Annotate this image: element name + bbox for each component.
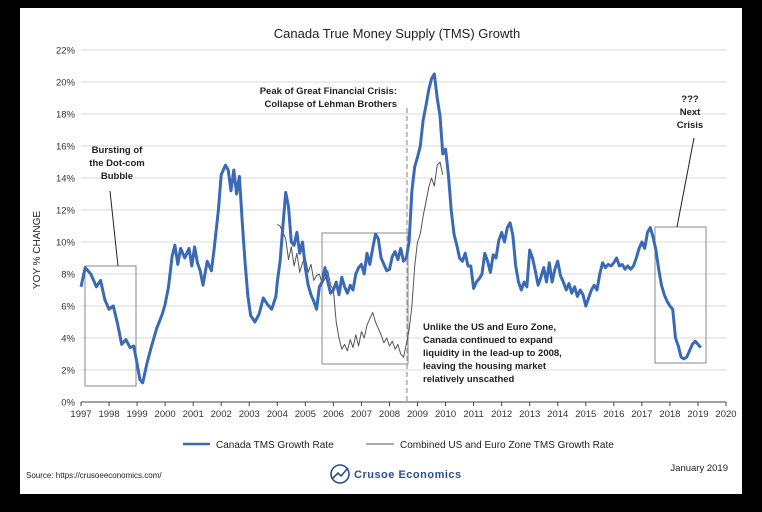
x-tick-label: 2000 [155,409,176,420]
annotation-canada-line: Canada continued to expand [423,335,553,346]
x-tick-label: 2006 [323,409,344,420]
dotcom-pointer [109,190,119,267]
chart-svg: Canada True Money Supply (TMS) Growth YO… [26,26,737,484]
x-tick-label: 2011 [463,409,483,420]
annotation-gfc-line: Peak of Great Financial Crisis: [260,86,397,97]
annotation-next-crisis-line: Next [680,107,701,118]
x-tick-label: 2004 [267,409,288,420]
annotation-gfc-line: Collapse of Lehman Brothers [265,99,398,110]
x-tick-label: 2001 [183,409,204,420]
y-tick-label: 2% [61,366,75,377]
x-tick-label: 2008 [379,409,400,420]
x-tick-label: 2020 [715,409,736,420]
dotcom-box [84,265,137,387]
x-tick-label: 2010 [435,409,456,420]
annotation-dotcom-line: Bursting of [92,145,143,156]
x-tick-label: 2019 [687,409,708,420]
x-tick-labels: 1997 1998 1999 2000 2001 2002 2003 2004 2005 2006… [70,402,737,420]
x-tick-label: 2017 [631,409,652,420]
x-tick-label: 1997 [70,409,91,420]
x-tick-label: 2003 [239,409,260,420]
y-tick-label: 18% [56,110,76,121]
annotation-next-crisis-line: ??? [681,94,699,105]
annotation-next-crisis: ??? Next Crisis [677,94,703,131]
chart-title: Canada True Money Supply (TMS) Growth [274,26,520,41]
x-tick-label: 2012 [491,409,512,420]
annotation-dotcom: Bursting of the Dot-com Bubble [89,145,144,182]
x-tick-label: 2016 [603,409,624,420]
y-tick-labels: 0% 2% 4% 6% 8% 10% 12% 14% 16% 18% 20% 22% [56,46,76,409]
x-tick-label: 2007 [351,409,372,420]
crusoe-logo: Crusoe Economics [330,464,462,484]
gridlines [81,49,726,371]
annotation-next-crisis-line: Crisis [677,120,703,131]
annotation-dotcom-line: Bubble [101,171,133,182]
y-tick-label: 0% [61,398,75,409]
y-tick-label: 12% [56,206,76,217]
annotation-dotcom-line: the Dot-com [89,158,144,169]
next-crisis-pointer [676,137,695,228]
date-text: January 2019 [670,463,728,474]
annotation-canada-line: relatively unscathed [423,374,515,385]
annotation-canada-liquidity: Unlike the US and Euro Zone, Canada cont… [423,322,562,385]
x-tick-label: 2014 [547,409,568,420]
crusoe-logo-chart-icon [332,467,349,479]
legend: Canada TMS Growth Rate Combined US and E… [183,440,614,451]
chart-frame: Canada True Money Supply (TMS) Growth YO… [20,8,742,494]
series-line-0 [79,72,702,385]
brand-text: Crusoe Economics [354,469,462,481]
y-tick-label: 22% [56,46,76,57]
source-text: Source: https://crusoeeconomics.com/ [26,471,162,480]
y-tick-label: 16% [56,142,76,153]
x-tick-label: 2002 [211,409,232,420]
y-tick-label: 10% [56,238,76,249]
legend-label-canada: Canada TMS Growth Rate [216,440,334,451]
x-tick-label: 1999 [127,409,148,420]
y-tick-label: 14% [56,174,76,185]
x-tick-label: 2015 [575,409,596,420]
series-lines [79,72,702,385]
x-tick-label: 2013 [519,409,540,420]
crusoe-logo-icon [330,464,350,484]
y-tick-label: 8% [61,270,75,281]
y-tick-label: 20% [56,78,76,89]
annotation-canada-line: liquidity in the lead-up to 2008, [423,348,562,359]
next-crisis-box [654,226,707,364]
annotation-canada-line: Unlike the US and Euro Zone, [423,322,556,333]
x-tick-label: 1998 [98,409,119,420]
gfc-box [321,232,409,365]
legend-label-combined: Combined US and Euro Zone TMS Growth Rat… [400,440,614,451]
y-tick-label: 4% [61,334,75,345]
y-tick-label: 6% [61,302,75,313]
annotation-gfc: Peak of Great Financial Crisis: Collapse… [260,86,397,110]
x-tick-label: 2005 [295,409,316,420]
y-axis-label: YOY % CHANGE [32,211,43,289]
x-tick-label: 2018 [659,409,680,420]
x-tick-label: 2009 [407,409,428,420]
series-line-1 [277,161,444,358]
annotation-canada-line: leaving the housing market [423,361,547,372]
